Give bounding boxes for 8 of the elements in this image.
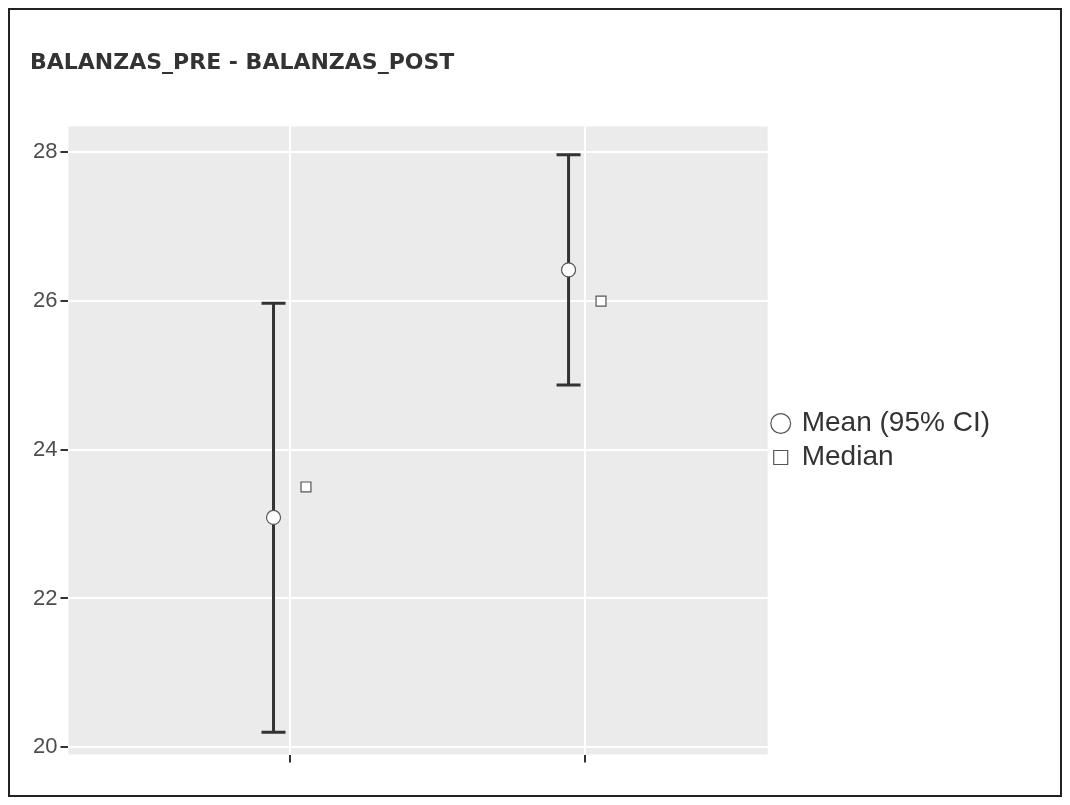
y-tick-label: 28 — [32, 138, 58, 164]
chart-title: BALANZAS_PRE - BALANZAS_POST — [30, 48, 455, 74]
y-tick-label: 22 — [32, 584, 58, 610]
legend-label: Mean (95% CI) — [801, 406, 991, 438]
y-tick-label: 26 — [32, 287, 58, 313]
y-tick-label: 24 — [32, 435, 58, 461]
legend-label: Median — [801, 440, 894, 472]
y-tick-label: 20 — [32, 733, 58, 759]
